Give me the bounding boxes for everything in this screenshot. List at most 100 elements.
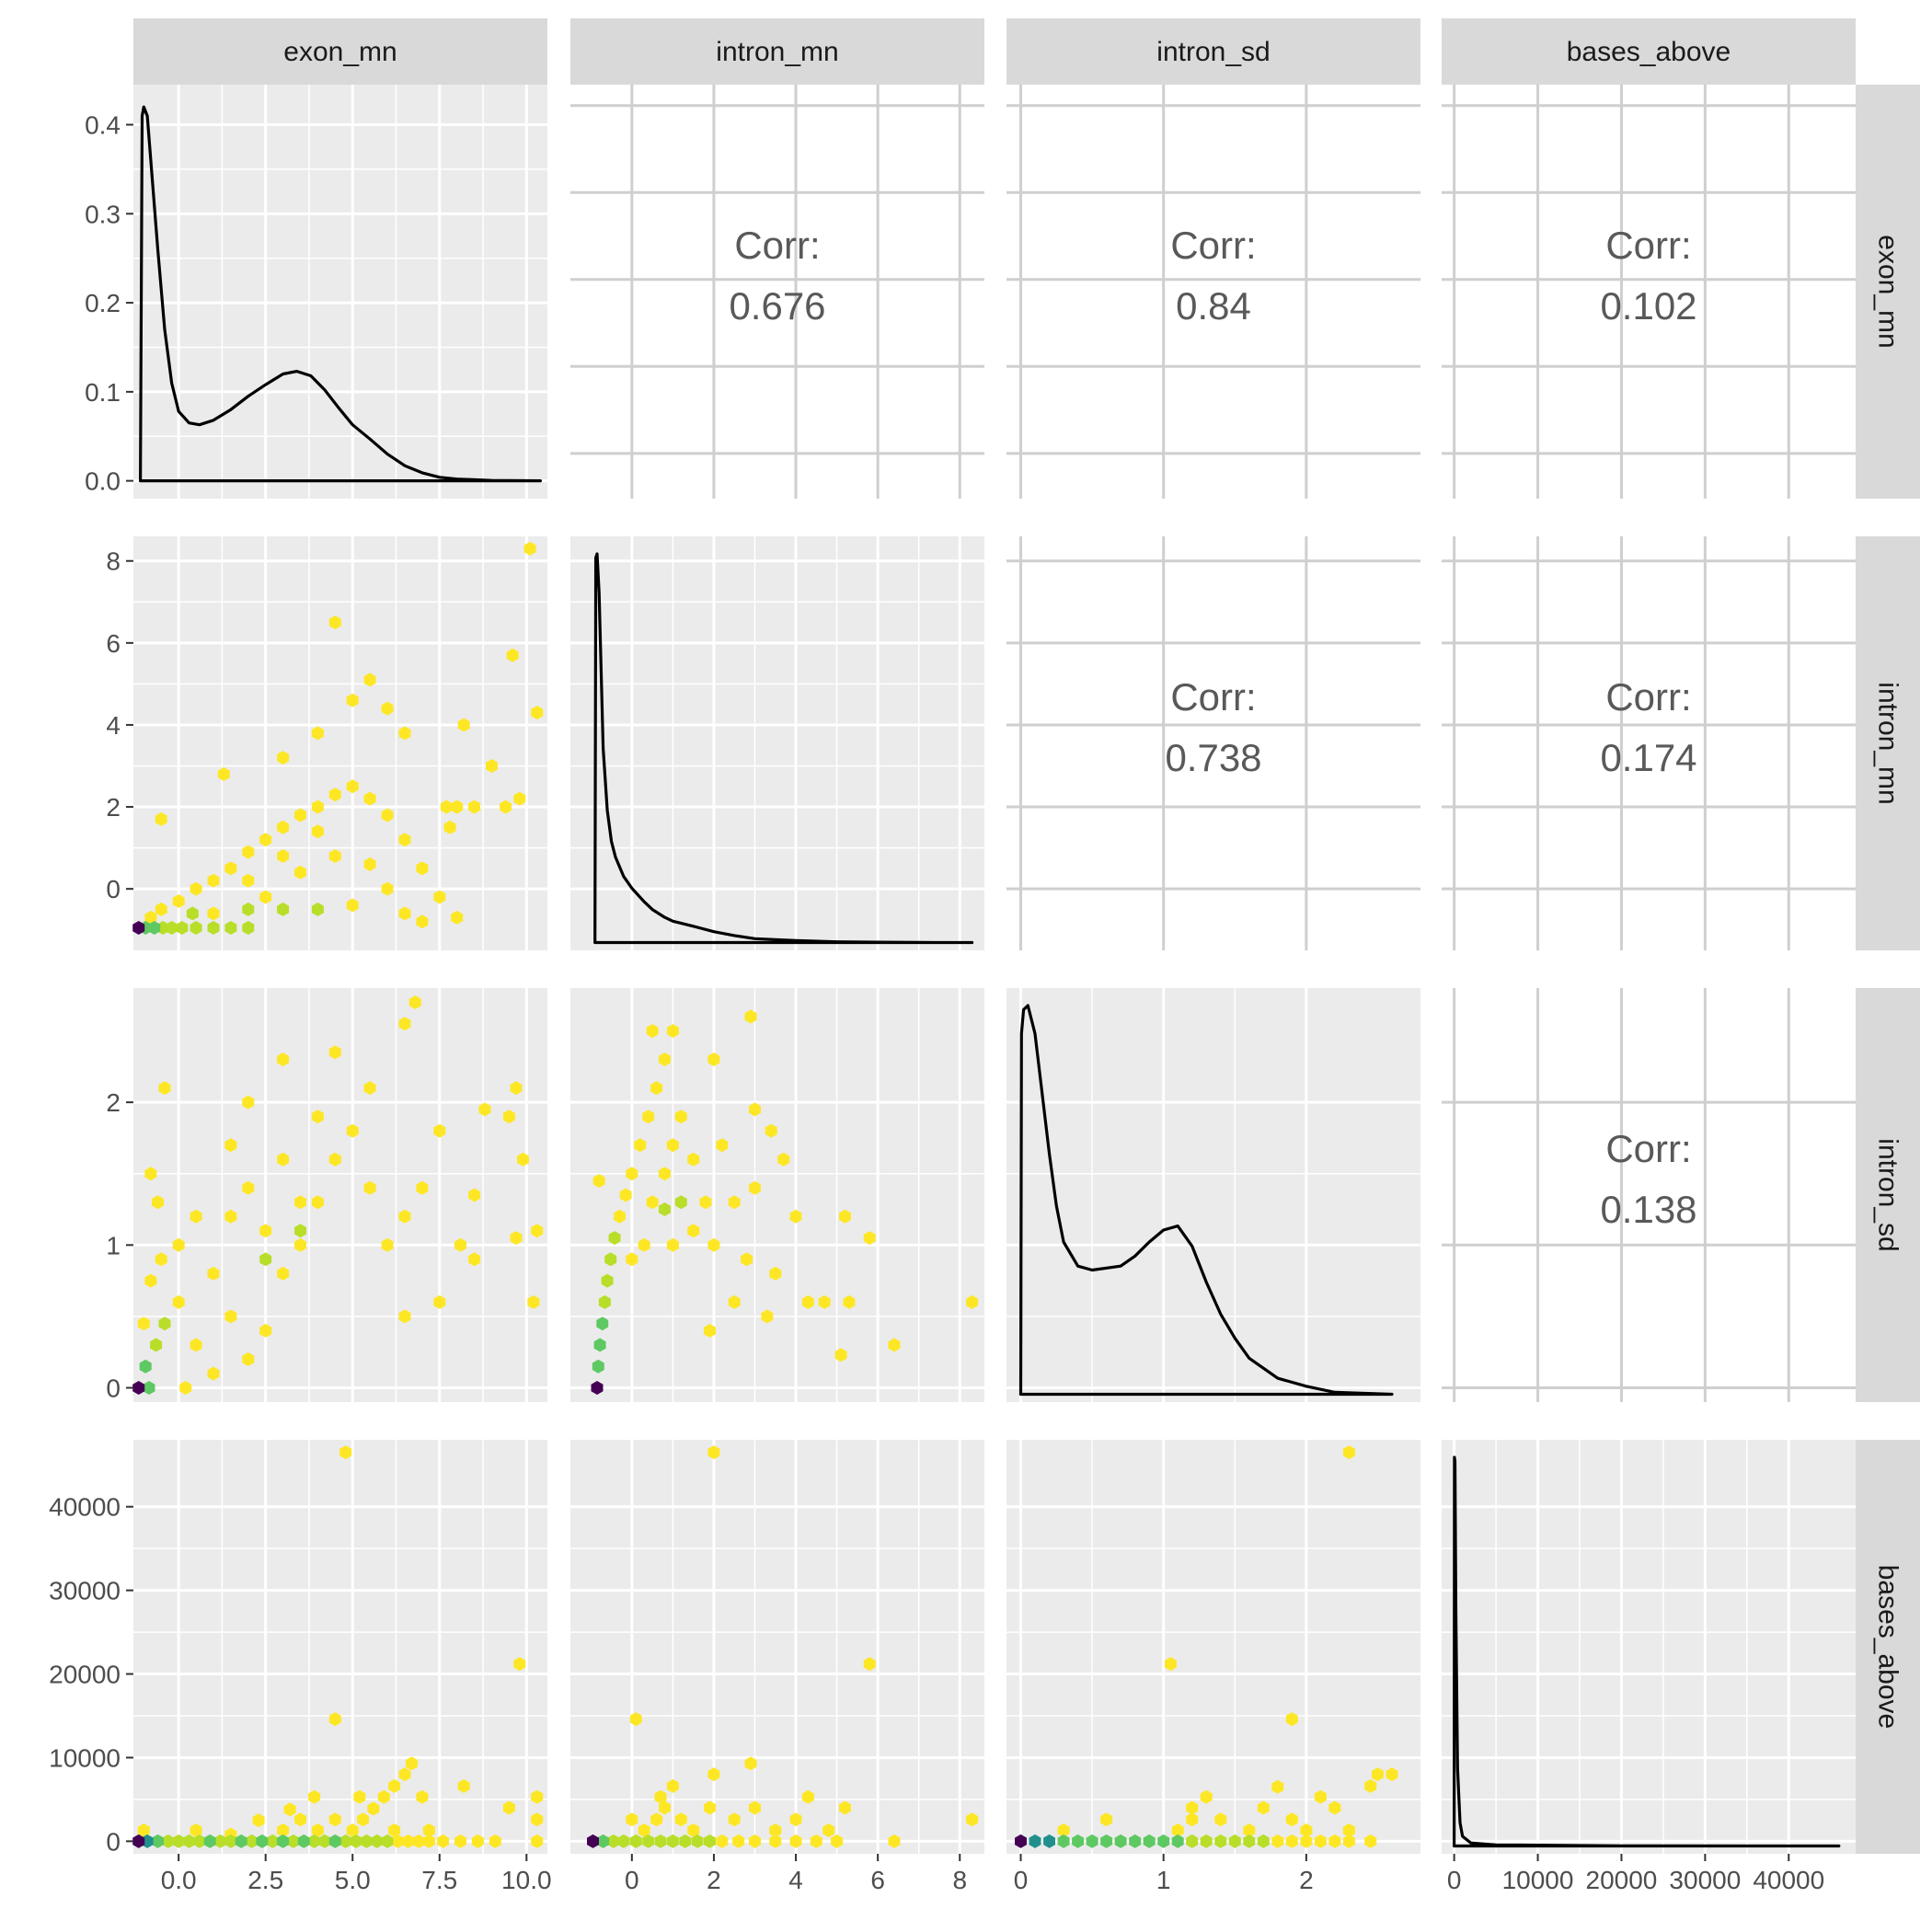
hexbin-cell xyxy=(1086,1834,1098,1848)
hexbin-cell xyxy=(416,861,429,876)
hexbin-cell xyxy=(451,910,464,925)
axis-label-layer: 0.0 2.5 5.0 7.5 10.0 0 2 4 6 8 0 1 2 0 10000 20000 30000… xyxy=(49,111,1824,1894)
hexbin-cell xyxy=(398,1017,411,1031)
hexbin-cell xyxy=(704,1834,716,1848)
hexbin-cell xyxy=(440,799,453,814)
hexbin-cell xyxy=(839,1800,851,1815)
hexbin-cell xyxy=(666,1024,679,1039)
y-tick-label: 2 xyxy=(106,793,121,822)
hexbin-cell xyxy=(650,1081,663,1096)
facet-strip-layer: exon_mn intron_mn intron_sd bases_aboveexon… xyxy=(133,18,1920,1854)
hexbin-cell xyxy=(381,1237,394,1252)
hexbin-cell xyxy=(716,1834,729,1848)
hexbin-cell xyxy=(510,1081,523,1096)
corr-label: Corr: xyxy=(1605,1127,1691,1170)
hexbin-cell xyxy=(190,1823,202,1837)
hexbin-cell xyxy=(1300,1823,1313,1837)
hexbin-cell xyxy=(1214,1812,1227,1827)
hexbin-cell xyxy=(139,1359,152,1374)
hexbin-cell xyxy=(1342,1834,1355,1848)
density-curve-bases-above xyxy=(1453,1455,1841,1848)
hexbin-cell xyxy=(416,1789,429,1804)
hexbin-cell xyxy=(433,890,446,904)
hexbin-cell xyxy=(707,1445,720,1460)
hexbin-cell xyxy=(531,1812,544,1827)
panel-background xyxy=(1442,85,1856,499)
hexbin-cell xyxy=(259,890,272,904)
hexbin-cell xyxy=(1015,1834,1027,1848)
hexbin-cell xyxy=(158,1081,171,1096)
hexbin-cell xyxy=(294,808,306,822)
y-tick-label: 20000 xyxy=(49,1661,121,1689)
hexbin-cell xyxy=(1243,1823,1256,1837)
y-tick-label: 6 xyxy=(106,629,121,658)
hexbin-cell xyxy=(242,873,255,888)
hexbin-cell xyxy=(443,820,456,834)
hexbin-cell xyxy=(1043,1834,1055,1848)
hexbin-cell xyxy=(888,1338,901,1352)
x-tick-label: 7.5 xyxy=(421,1866,457,1894)
hexbin-cell xyxy=(517,1152,529,1167)
hexbin-cell xyxy=(1171,1834,1184,1848)
panel-exon-mn-vs-bases-above: Corr: 0.102 xyxy=(1442,85,1856,499)
hexbin-cell xyxy=(350,1834,362,1848)
y-tick-label: 10000 xyxy=(49,1743,121,1772)
hexbin-cell xyxy=(214,1834,226,1848)
hexbin-cell xyxy=(619,1188,632,1202)
hexbin-cell xyxy=(506,648,519,662)
facet-strip-right-intron-sd xyxy=(1856,988,1920,1402)
panel-background xyxy=(133,1440,547,1854)
facet-strip-label: bases_above xyxy=(1873,1565,1903,1729)
panel-bases-above-vs-intron-mn xyxy=(570,1440,984,1854)
hexbin-cell xyxy=(679,1834,692,1848)
facet-strip-label: exon_mn xyxy=(283,37,397,67)
hexbin-cell xyxy=(638,1823,650,1837)
y-tick-label: 0.2 xyxy=(85,289,121,317)
panel-bases-above-vs-intron-sd xyxy=(1006,1440,1420,1854)
hexbin-cell xyxy=(1129,1834,1142,1848)
hexbin-cell xyxy=(360,1834,373,1848)
panel-background xyxy=(1442,1440,1856,1854)
hexbin-cell xyxy=(1342,1823,1355,1837)
hexbin-cell xyxy=(654,1789,667,1804)
hexbin-cell xyxy=(1285,1712,1298,1727)
hexbin-cell xyxy=(328,1045,341,1060)
hexbin-cell xyxy=(388,1823,401,1837)
hexbin-cell xyxy=(311,1110,324,1124)
corr-value: 0.138 xyxy=(1600,1188,1696,1231)
hexbin-cell xyxy=(626,1252,638,1267)
hexbin-cell xyxy=(207,921,220,935)
hexbin-cell xyxy=(454,1834,466,1848)
density-curve-intron-mn xyxy=(593,552,974,945)
hexbin-cell xyxy=(190,921,202,935)
hexbin-cell xyxy=(1143,1834,1156,1848)
hexbin-cell xyxy=(391,1834,404,1848)
hexbin-cell xyxy=(1114,1834,1127,1848)
hexbin-cell xyxy=(523,541,536,556)
hexbin-cell xyxy=(704,1323,716,1338)
x-tick-label: 0 xyxy=(625,1866,639,1894)
panel-background xyxy=(1006,85,1420,499)
hexbin-cell xyxy=(328,1712,341,1727)
hexbin-cell xyxy=(346,1123,359,1138)
hexbin-cell xyxy=(207,906,220,921)
facet-strip-top-exon-mn xyxy=(133,18,547,85)
hexbin-cell xyxy=(406,1756,418,1771)
hexbin-cell xyxy=(242,1180,255,1195)
hexbin-cell xyxy=(381,881,394,896)
panel-layer: Corr:0.676Corr:0.84Corr:0.102Corr:0.738C… xyxy=(132,85,1856,1854)
hexbin-cell xyxy=(1057,1834,1070,1848)
hexbin-cell xyxy=(728,1195,741,1210)
hexbin-cell xyxy=(381,808,394,822)
hexbin-cell xyxy=(607,1834,620,1848)
hexbin-cell xyxy=(486,759,498,773)
hexbin-cell xyxy=(728,1294,741,1309)
hexbin-cell xyxy=(242,1095,255,1110)
hexbin-cell xyxy=(179,1381,192,1395)
hexbin-cell xyxy=(143,1381,155,1395)
hexbin-cell xyxy=(172,894,185,908)
hexbin-cell xyxy=(1271,1834,1284,1848)
x-tick-label: 1 xyxy=(1156,1866,1171,1894)
hexbin-cell xyxy=(363,791,376,806)
x-tick-label: 20000 xyxy=(1586,1866,1658,1894)
